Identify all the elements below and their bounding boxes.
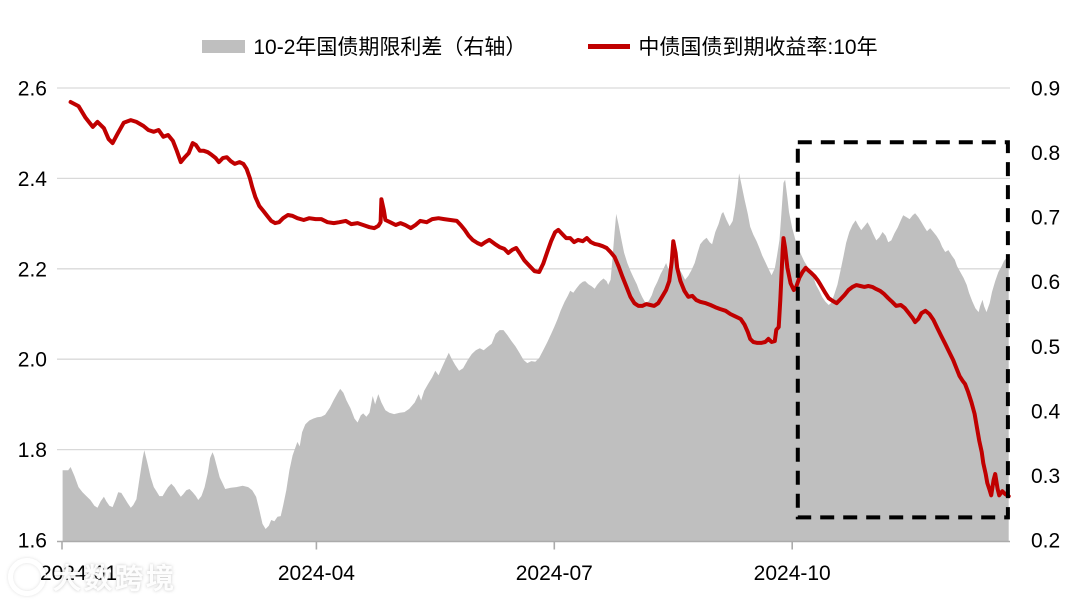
area-series-swatch bbox=[202, 39, 246, 53]
x-axis-tick-label: 2024-01 bbox=[40, 562, 117, 585]
yield-line-series bbox=[68, 100, 1011, 499]
left-axis-tick-label: 1.8 bbox=[18, 439, 47, 462]
right-axis-tick-label: 0.4 bbox=[1031, 400, 1061, 423]
line-series-swatch bbox=[588, 43, 631, 49]
watermark-text: 大数跨境 bbox=[53, 563, 178, 594]
legend-item-spread: 10-2年国债期限利差（右轴） bbox=[202, 31, 526, 61]
x-axis-tick-label: 2024-07 bbox=[516, 562, 593, 585]
highlight-dashed-box bbox=[795, 140, 1010, 520]
x-axis-tick-label: 2024-04 bbox=[278, 562, 355, 585]
watermark: 大数跨境 bbox=[0, 550, 178, 603]
left-axis-tick-label: 2.4 bbox=[18, 168, 48, 191]
legend-label-spread: 10-2年国债期限利差（右轴） bbox=[253, 36, 527, 59]
legend: 10-2年国债期限利差（右轴） 中债国债到期收益率:10年 bbox=[0, 31, 1080, 61]
legend-item-yield: 中债国债到期收益率:10年 bbox=[588, 31, 878, 61]
legend-label-yield: 中债国债到期收益率:10年 bbox=[638, 36, 878, 59]
right-axis-tick-label: 0.3 bbox=[1031, 465, 1060, 488]
right-axis-tick-label: 0.2 bbox=[1031, 530, 1060, 553]
right-axis-tick-label: 0.6 bbox=[1031, 271, 1060, 294]
right-axis-tick-label: 0.7 bbox=[1031, 207, 1060, 230]
right-axis-tick-label: 0.8 bbox=[1031, 142, 1060, 165]
right-axis-tick-label: 0.9 bbox=[1031, 78, 1060, 101]
left-axis-tick-label: 2.2 bbox=[18, 258, 47, 281]
spread-area-series bbox=[62, 173, 1009, 541]
left-axis-tick-label: 2.6 bbox=[18, 78, 47, 101]
x-axis-tick-label: 2024-10 bbox=[754, 562, 831, 585]
right-axis-tick-label: 0.5 bbox=[1031, 336, 1060, 359]
watermark-logo-icon bbox=[0, 550, 54, 603]
left-axis-tick-label: 1.6 bbox=[18, 530, 47, 553]
left-axis-tick-label: 2.0 bbox=[18, 349, 47, 372]
